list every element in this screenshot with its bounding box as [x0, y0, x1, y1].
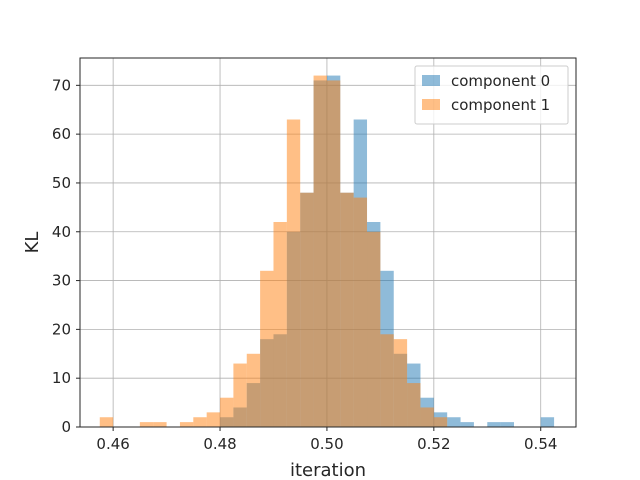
legend-label-component-1: component 1: [451, 96, 550, 114]
histogram-bar-component-1: [139, 422, 154, 427]
x-tick-label: 0.54: [524, 435, 557, 453]
histogram-bar-component-1: [273, 222, 287, 427]
histogram-bar-component-1: [246, 353, 261, 427]
y-tick-label: 10: [52, 369, 71, 387]
legend-swatch-component-0: [422, 75, 440, 86]
histogram-bar-component-1: [380, 334, 394, 427]
y-axis-label: KL: [22, 232, 43, 254]
histogram-bar-component-1: [353, 197, 368, 427]
histogram-bar-component-1: [153, 422, 167, 427]
histogram-bar-component-1: [220, 397, 234, 427]
plot-area-frame: [79, 57, 577, 428]
y-tick-label: 60: [52, 125, 71, 143]
axis-ticks: 0.46 0.48 0.50 0.52 0.54 0 10 20 30 40 50 60 70: [52, 76, 558, 453]
histogram-bar-component-1: [326, 80, 341, 427]
histogram-bar-component-1: [233, 363, 247, 427]
histogram-bar-component-1: [179, 422, 194, 427]
x-tick-label: 0.46: [96, 435, 129, 453]
histogram-bars: [99, 75, 555, 428]
histogram-bar-component-1: [193, 417, 207, 427]
legend-label-component-0: component 0: [451, 72, 550, 90]
legend-swatch-component-1: [422, 99, 440, 110]
histogram-bar-component-1: [340, 192, 354, 427]
histogram-bar-component-1: [313, 75, 327, 428]
x-axis-label: iteration: [290, 460, 366, 480]
y-tick-label: 50: [52, 174, 71, 192]
legend-box: [414, 65, 569, 125]
histogram-bar-component-1: [260, 270, 274, 427]
histogram-bar-component-1: [393, 339, 408, 427]
histogram-bar-component-1: [420, 407, 434, 427]
histogram-bar-component-1: [300, 192, 314, 427]
x-tick-label: 0.48: [203, 435, 236, 453]
histogram-bar-component-1: [407, 383, 421, 427]
histogram-bar-component-1: [206, 412, 221, 427]
histogram-bar-component-0: [447, 417, 461, 427]
y-tick-label: 40: [52, 223, 71, 241]
histogram-bar-component-0: [500, 422, 514, 427]
y-tick-label: 70: [52, 76, 71, 94]
y-tick-label: 20: [52, 320, 71, 338]
histogram-bar-component-1: [367, 231, 381, 427]
histogram-bar-component-1: [99, 417, 114, 427]
y-tick-label: 30: [52, 272, 71, 290]
x-tick-label: 0.52: [417, 435, 450, 453]
histogram-bar-component-0: [487, 422, 501, 427]
x-tick-label: 0.50: [310, 435, 343, 453]
histogram-bar-component-0: [460, 422, 474, 427]
histogram-bar-component-1: [433, 417, 448, 427]
legend: component 0 component 1: [414, 65, 569, 125]
histogram-bar-component-0: [540, 417, 555, 427]
y-tick-label: 0: [61, 418, 71, 436]
histogram-bar-component-1: [286, 119, 301, 427]
